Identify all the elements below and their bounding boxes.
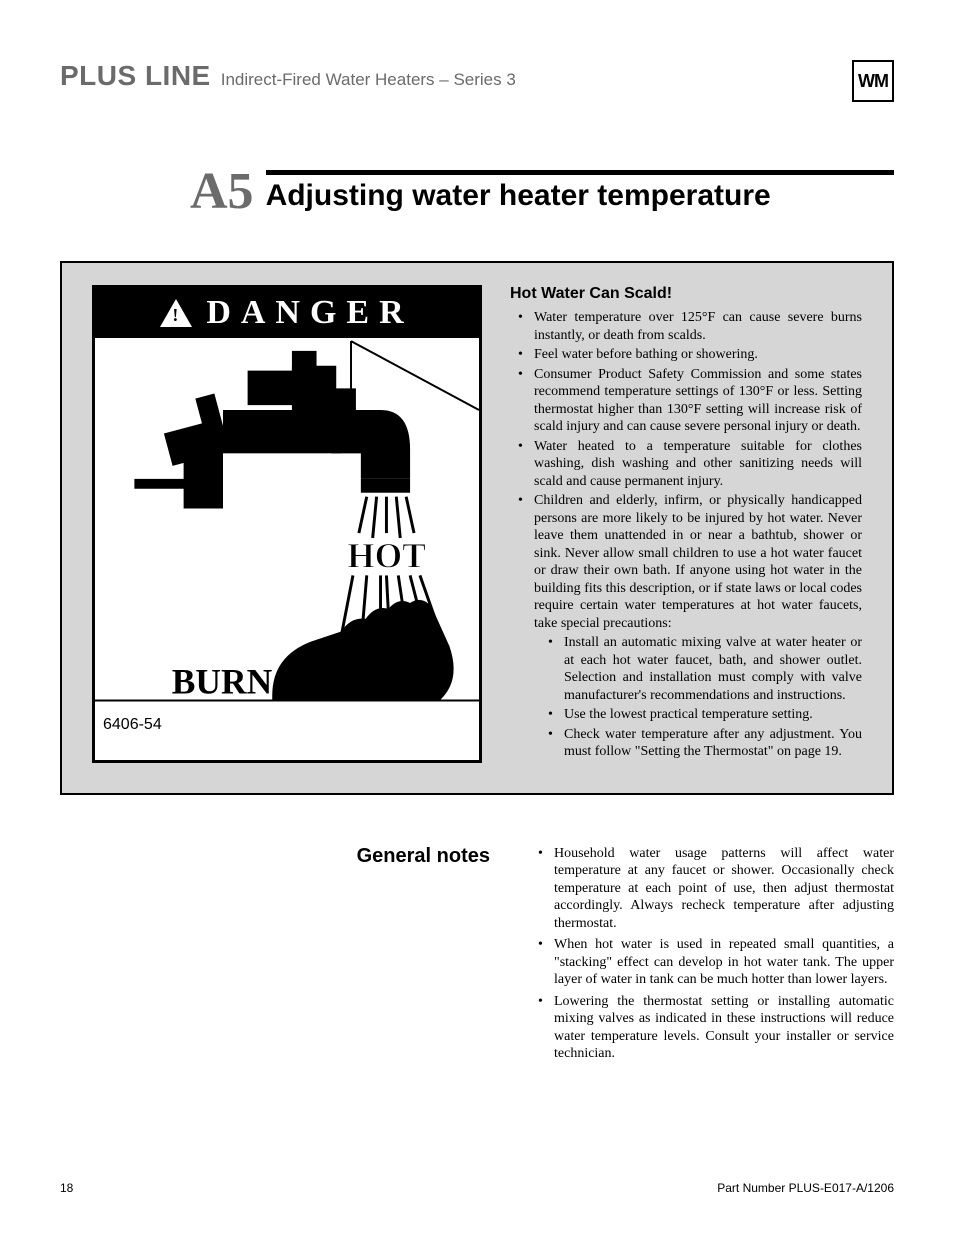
section-heading: A5 Adjusting water heater temperature — [190, 162, 894, 221]
warning-bullet-text: Children and elderly, infirm, or physica… — [534, 493, 862, 631]
scald-illustration-icon: HOT BURN — [95, 338, 479, 738]
document-subtitle: Indirect-Fired Water Heaters – Series 3 — [221, 70, 516, 90]
part-number: Part Number PLUS-E017-A/1206 — [717, 1181, 894, 1195]
general-notes-bullet: Household water usage patterns will affe… — [544, 845, 894, 933]
warning-heading: Hot Water Can Scald! — [510, 285, 862, 303]
burn-label: BURN — [172, 662, 273, 702]
section-title: Adjusting water heater temperature — [266, 179, 894, 213]
general-notes-bullet: When hot water is used in repeated small… — [544, 936, 894, 989]
warning-sub-bullet: Install an automatic mixing valve at wat… — [554, 634, 862, 704]
warning-bullet: Feel water before bathing or showering. — [524, 346, 862, 364]
general-notes-bullet: Lowering the thermostat setting or insta… — [544, 993, 894, 1063]
danger-banner: DANGER — [95, 288, 479, 338]
warning-triangle-icon — [160, 299, 192, 327]
warning-bullet: Water temperature over 125°F can cause s… — [524, 309, 862, 344]
danger-figure: DANGER — [92, 285, 482, 763]
brand-name: PLUS LINE — [60, 60, 211, 92]
hot-label: HOT — [347, 536, 426, 576]
page-footer: 18 Part Number PLUS-E017-A/1206 — [60, 1181, 894, 1195]
brand-logo: WM — [852, 60, 894, 102]
warning-bullet-list: Water temperature over 125°F can cause s… — [510, 309, 862, 761]
section-number: A5 — [190, 162, 254, 221]
logo-text: WM — [858, 71, 888, 92]
warning-bullet: Water heated to a temperature suitable f… — [524, 438, 862, 491]
header-text: PLUS LINE Indirect-Fired Water Heaters –… — [60, 60, 516, 92]
warning-sub-list: Install an automatic mixing valve at wat… — [534, 634, 862, 761]
warning-box: DANGER — [60, 261, 894, 795]
general-notes-body: Household water usage patterns will affe… — [530, 845, 894, 1067]
general-notes-list: Household water usage patterns will affe… — [530, 845, 894, 1063]
warning-bullet: Consumer Product Safety Commission and s… — [524, 366, 862, 436]
section-title-rule: Adjusting water heater temperature — [266, 170, 894, 213]
general-notes-row: General notes Household water usage patt… — [60, 845, 894, 1067]
page-header: PLUS LINE Indirect-Fired Water Heaters –… — [60, 60, 894, 102]
warning-bullet: Children and elderly, infirm, or physica… — [524, 492, 862, 761]
danger-illustration: HOT BURN 6406-54 — [95, 338, 479, 738]
warning-sub-bullet: Use the lowest practical temperature set… — [554, 706, 862, 724]
warning-sub-bullet: Check water temperature after any adjust… — [554, 726, 862, 761]
warning-text-column: Hot Water Can Scald! Water temperature o… — [510, 285, 862, 763]
general-notes-label: General notes — [60, 845, 490, 1067]
page-number: 18 — [60, 1181, 73, 1195]
danger-label: DANGER — [206, 294, 413, 332]
figure-code: 6406-54 — [103, 716, 162, 734]
